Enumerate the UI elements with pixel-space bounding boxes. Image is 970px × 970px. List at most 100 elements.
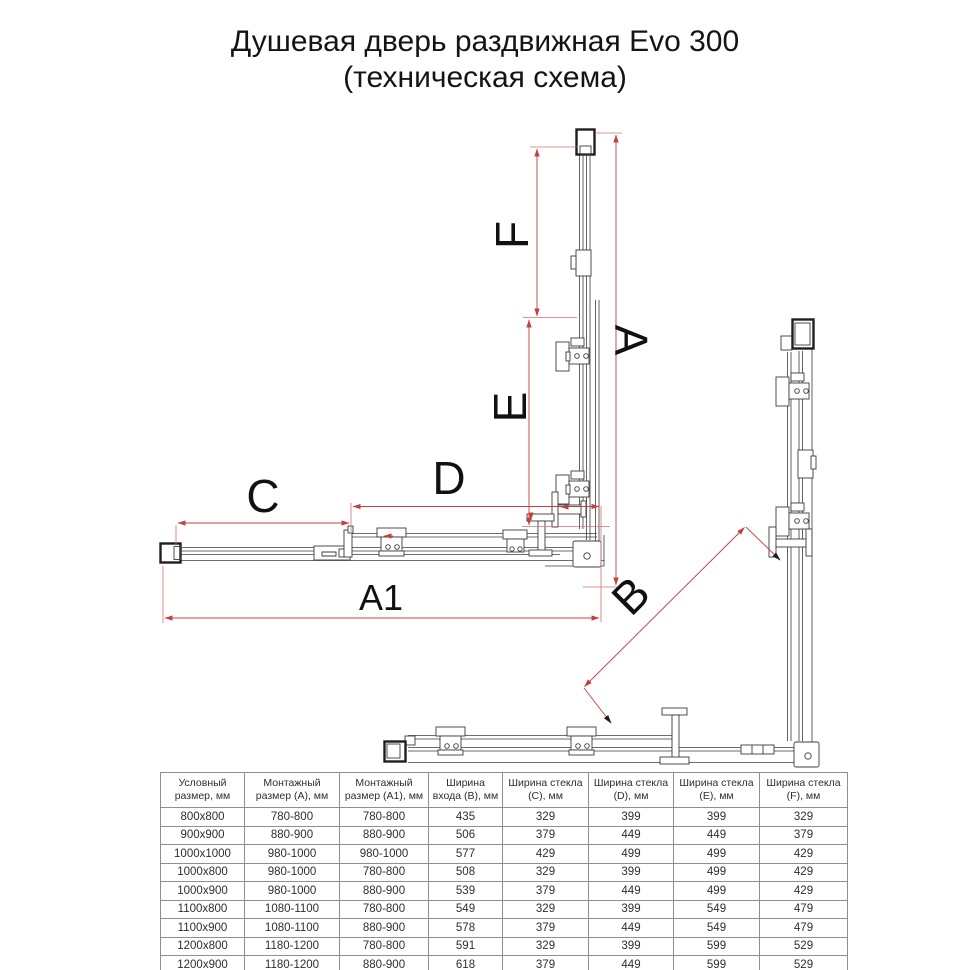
dim-line-B: [584, 527, 745, 687]
table-row: 900x900 880-900 880-900 506 379 449 449 379: [160, 825, 848, 845]
table-cell: 329: [502, 936, 589, 956]
table-cell: 980-1000: [244, 881, 340, 901]
table-header-row: Условный размер, мм Монтажный размер (A),…: [160, 772, 848, 808]
table-cell: 449: [588, 918, 674, 938]
table-cell: 618: [428, 955, 503, 970]
table-cell: 800x800: [160, 807, 245, 827]
side-view-lines: [408, 349, 817, 763]
table-cell: 399: [588, 807, 674, 827]
table-cell: 449: [588, 825, 674, 845]
table-cell: 329: [502, 899, 589, 919]
dim-label-A: A: [605, 325, 657, 356]
table-cell: 599: [673, 955, 760, 970]
table-cell: 508: [428, 862, 503, 882]
table-cell: 980-1000: [339, 844, 429, 864]
table-cell: 1180-1200: [244, 936, 340, 956]
table-cell: 329: [502, 807, 589, 827]
main-view-wall-profiles: [159, 128, 596, 564]
table-cell: 549: [673, 899, 760, 919]
table-cell: 499: [673, 881, 760, 901]
table-cell: 1000x900: [160, 881, 245, 901]
table-header-cell: Ширина стекла (E), мм: [673, 772, 760, 808]
table-cell: 479: [759, 899, 848, 919]
table-cell: 506: [428, 825, 503, 845]
table-row: 1200x800 1180-1200 780-800 591 329 399 599 529: [160, 936, 848, 956]
table-cell: 1100x900: [160, 918, 245, 938]
table-cell: 780-800: [339, 807, 429, 827]
table-cell: 880-900: [339, 918, 429, 938]
table-cell: 1080-1100: [244, 899, 340, 919]
main-view-lines: [181, 155, 605, 567]
table-cell: 399: [588, 862, 674, 882]
table-header-cell: Ширина стекла (C), мм: [502, 772, 589, 808]
title-line2: (техническая схема): [343, 61, 627, 94]
dim-label-C: C: [246, 470, 279, 522]
table-header-cell: Ширина стекла (D), мм: [588, 772, 674, 808]
table-cell: 1000x800: [160, 862, 245, 882]
table-cell: 1200x900: [160, 955, 245, 970]
table-cell: 780-800: [339, 936, 429, 956]
table-row: 1000x900 980-1000 880-900 539 379 449 499 429: [160, 881, 848, 901]
table-row: 1000x800 980-1000 780-800 508 329 399 499 429: [160, 862, 848, 882]
table-cell: 379: [502, 918, 589, 938]
table-cell: 449: [588, 881, 674, 901]
table-cell: 780-800: [244, 807, 340, 827]
side-view-hardware: [404, 335, 820, 768]
table-cell: 980-1000: [244, 844, 340, 864]
table-cell: 379: [502, 825, 589, 845]
title-line1: Душевая дверь раздвижная Evo 300: [230, 25, 740, 58]
dim-label-D: D: [432, 452, 465, 504]
dim-label-E: E: [484, 392, 536, 423]
table-cell: 379: [502, 955, 589, 970]
table-cell: 529: [759, 936, 848, 956]
table-cell: 379: [759, 825, 848, 845]
table-cell: 780-800: [339, 862, 429, 882]
dimension-lines: [164, 134, 781, 724]
table-cell: 429: [759, 862, 848, 882]
table-body: 800x800 780-800 780-800 435 329 399 399 329 900x…: [160, 807, 848, 970]
table-cell: 578: [428, 918, 503, 938]
table-cell: 329: [759, 807, 848, 827]
table-cell: 1180-1200: [244, 955, 340, 970]
table-cell: 499: [673, 844, 760, 864]
table-row: 1200x900 1180-1200 880-900 618 379 449 599 529: [160, 955, 848, 970]
table-cell: 880-900: [339, 825, 429, 845]
table-cell: 399: [673, 807, 760, 827]
table-header-cell: Ширина стекла (F), мм: [759, 772, 848, 808]
table-cell: 449: [673, 825, 760, 845]
table-cell: 399: [588, 936, 674, 956]
table-header-cell: Монтажный размер (A), мм: [244, 772, 340, 808]
table-cell: 900x900: [160, 825, 245, 845]
table-header-cell: Ширина входа (B), мм: [428, 772, 503, 808]
table-cell: 429: [759, 881, 848, 901]
table-header-cell: Монтажный размер (A1), мм: [339, 772, 429, 808]
table-cell: 429: [759, 844, 848, 864]
table-cell: 479: [759, 918, 848, 938]
table-cell: 499: [588, 844, 674, 864]
side-view-profile-details: [386, 322, 811, 759]
table-cell: 529: [759, 955, 848, 970]
table-row: 1100x900 1080-1100 880-900 578 379 449 549 479: [160, 918, 848, 938]
dim-label-F: F: [486, 221, 538, 249]
table-cell: 449: [588, 955, 674, 970]
table-header-cell: Условный размер, мм: [160, 772, 245, 808]
table-row: 1000x1000 980-1000 980-1000 577 429 499 499 429: [160, 844, 848, 864]
table-cell: 880-900: [339, 881, 429, 901]
table-cell: 435: [428, 807, 503, 827]
table-cell: 429: [502, 844, 589, 864]
table-cell: 880-900: [339, 955, 429, 970]
table-cell: 1000x1000: [160, 844, 245, 864]
table-row: 1100x800 1080-1100 780-800 549 329 399 549 479: [160, 899, 848, 919]
table-cell: 399: [588, 899, 674, 919]
dim-label-A1: A1: [359, 577, 403, 618]
table-cell: 379: [502, 881, 589, 901]
main-view-hardware: [313, 249, 602, 568]
table-cell: 599: [673, 936, 760, 956]
table-cell: 577: [428, 844, 503, 864]
table-cell: 1080-1100: [244, 918, 340, 938]
page-title: Душевая дверь раздвижная Evo 300 (технич…: [0, 24, 970, 96]
table-cell: 1200x800: [160, 936, 245, 956]
table-cell: 499: [673, 862, 760, 882]
